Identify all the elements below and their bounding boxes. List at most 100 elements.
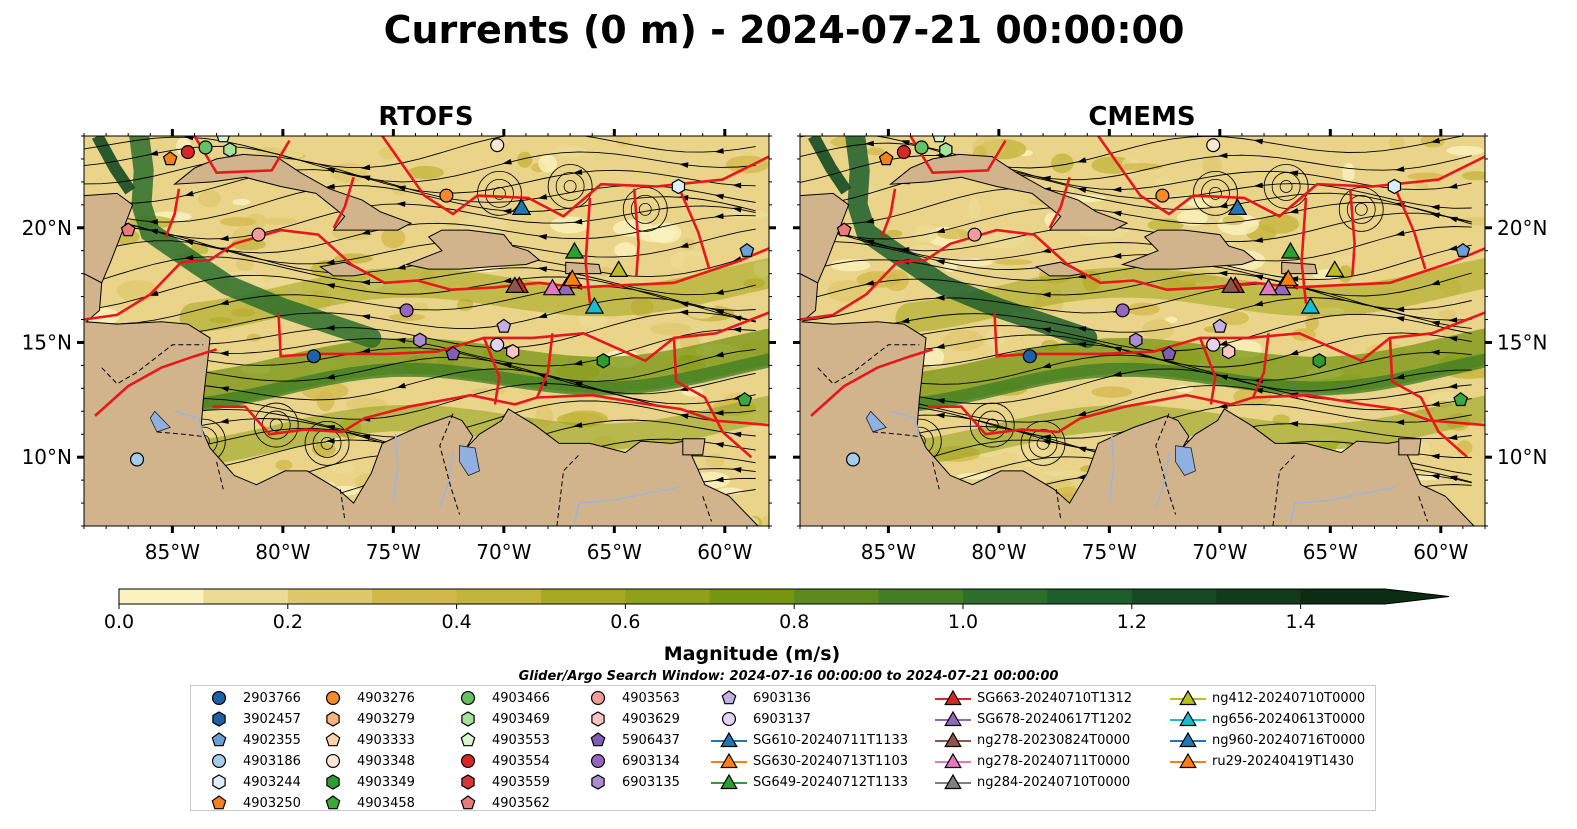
legend-item: 4903333 [313,731,415,749]
legend-symbol [460,753,476,769]
streamline-arrow [714,351,724,358]
streamline [800,212,1472,252]
streamline-arrow [1430,137,1440,144]
legend-symbol [325,690,341,706]
marker-4902355 [1455,242,1471,257]
legend-symbol [590,732,606,747]
legend-label: 2903766 [243,690,301,706]
marker-4903349 [596,353,610,369]
marker-4903458 [737,392,753,407]
streamline-arrow [1041,327,1052,333]
land-polygon [1281,261,1318,275]
country-border [439,413,461,515]
eez-line [584,197,592,304]
streamline-arrow [219,299,229,306]
streamline-arrow [1448,434,1458,441]
legend-item: SG649-20240712T1133 [709,773,908,791]
lon-tick-label: 75°W [366,540,421,564]
lon-tick-label: 80°W [255,540,310,564]
lon-tick-label: 60°W [1413,540,1468,564]
river [392,434,399,504]
marker-4903554 [180,145,195,160]
legend-marker-4903250 [211,795,227,810]
legend-symbol [211,732,227,747]
magnitude-patch [1116,163,1164,171]
legend-symbol [326,711,340,727]
streamline-arrow [1448,336,1458,342]
streamline-arrow [1253,182,1263,189]
marker-4903469 [223,142,237,158]
streamline-arrow [900,317,910,324]
current-band [187,353,769,413]
legend-marker-5906437 [590,732,606,747]
map-frame [83,135,770,527]
marker-ng278-20240711T0000 [1258,278,1279,296]
land-polygon [173,153,413,231]
legend-symbol [935,710,971,727]
map-frame [799,135,1486,527]
legend-symbol [591,711,605,727]
legend-marker-ng284-20240710T0000 [944,773,962,790]
country-border [156,431,204,437]
streamline-arrow [1218,403,1228,409]
colorbar-segment [203,589,289,604]
magnitude-patch [1185,198,1217,207]
legend-label: SG610-20240711T1133 [753,732,909,748]
eddy-streamline [555,172,585,201]
legend-marker-4903458 [325,795,341,810]
marker-2903766 [1022,349,1037,364]
magnitude-patch [1438,309,1457,319]
colorbar-segment [1216,589,1302,604]
streamline [800,283,1472,322]
streamline [84,256,756,296]
lat-tick-label: 15°N [1497,330,1547,354]
marker-4903186 [845,452,861,467]
legend-label: 5906437 [622,732,680,748]
eddy-streamline [622,187,668,232]
streamline-arrow [1448,183,1458,189]
streamline-arrow [1430,473,1440,480]
streamline-arrow [396,264,406,270]
lake [459,445,480,476]
eddy-streamline [985,418,999,432]
legend-label: ng656-20240613T0000 [1212,711,1366,727]
streamline-arrow [1430,204,1440,211]
streamline-arrow [714,476,724,483]
loop-current [808,136,852,195]
legend-symbol [721,690,737,705]
magnitude-patch [1050,153,1074,174]
marker-4903629 [1221,343,1236,360]
streamline-arrow [679,309,689,316]
eez-line [672,337,753,459]
eddy-streamline [1338,187,1384,232]
streamline-arrow [396,201,406,207]
streamline-arrow [184,239,194,246]
streamline-arrow [1218,340,1228,346]
streamline-arrow [935,227,946,233]
legend-label: 4903563 [622,690,680,706]
land-polygon [319,261,369,277]
magnitude-patch [1091,386,1133,398]
magnitude-patch [1415,181,1429,191]
streamline-arrow [1430,453,1440,460]
legend-symbol [212,711,226,727]
marker-SG649-20240712T1133 [1280,241,1301,259]
streamline-arrow [1077,157,1087,163]
platform-markers [120,136,755,467]
magnitude-patch [1342,162,1355,183]
legend-symbol [461,711,475,727]
marker-SG610-20240711T1133 [511,198,532,215]
streamline-arrow [325,373,336,380]
legend-item: 6903136 [709,689,811,707]
legend-symbol [1170,731,1206,748]
legend-item: 5906437 [578,731,680,749]
legend-label: SG663-20240710T1312 [977,690,1133,706]
marker-6903136 [496,318,512,333]
streamline-arrow [1395,316,1405,322]
eddy-streamline [1354,203,1368,216]
magnitude-patch [957,472,995,480]
streamline-arrow [1076,326,1087,332]
streamline-arrow [900,247,910,253]
magnitude-patch [407,165,444,180]
legend-symbol [591,774,605,790]
